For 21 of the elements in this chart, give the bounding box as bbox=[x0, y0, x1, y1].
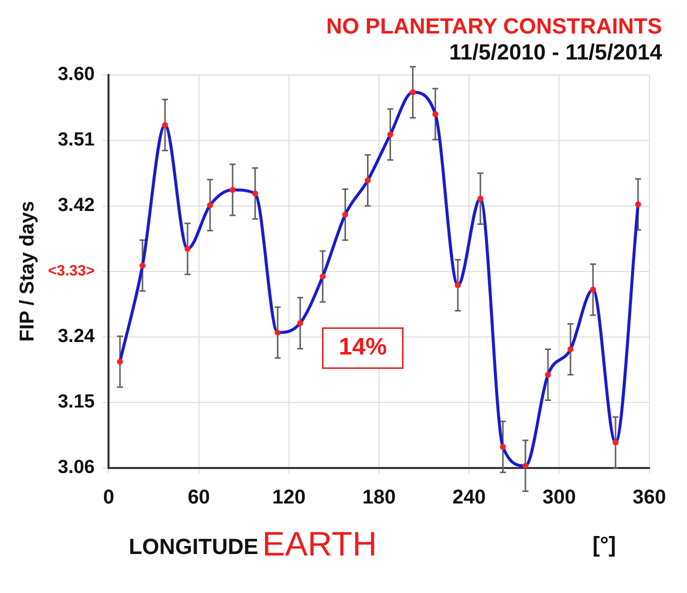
x-tick-label: 360 bbox=[632, 486, 666, 509]
x-tick-label: 240 bbox=[452, 486, 486, 509]
annotation: 14% bbox=[338, 334, 387, 361]
y-axis-title: FIP / Stay days bbox=[16, 200, 39, 342]
text: [°] bbox=[592, 532, 616, 558]
x-tick-label: 300 bbox=[542, 486, 576, 509]
y-tick-label: 3.24 bbox=[58, 326, 96, 348]
x-tick-label: 120 bbox=[272, 486, 306, 509]
y-tick-label: 3.15 bbox=[58, 392, 96, 413]
x-tick-label: 0 bbox=[103, 486, 114, 509]
x-axis-title: LONGITUDE bbox=[128, 534, 258, 560]
x-tick-label: 60 bbox=[188, 486, 210, 509]
y-tick-label: <3.33> bbox=[48, 262, 95, 280]
y-tick-label: 3.51 bbox=[58, 130, 96, 151]
y-tick-label: 3.60 bbox=[58, 64, 95, 86]
x-tick-label: 180 bbox=[362, 486, 396, 509]
chart-subtitle: 11/5/2010 - 11/5/2014 bbox=[449, 40, 663, 65]
chart-title: NO PLANETARY CONSTRAINTS bbox=[326, 13, 662, 38]
y-tick-label: 3.06 bbox=[58, 457, 95, 478]
text: EARTH bbox=[262, 525, 377, 564]
y-tick-label: 3.42 bbox=[58, 195, 95, 216]
